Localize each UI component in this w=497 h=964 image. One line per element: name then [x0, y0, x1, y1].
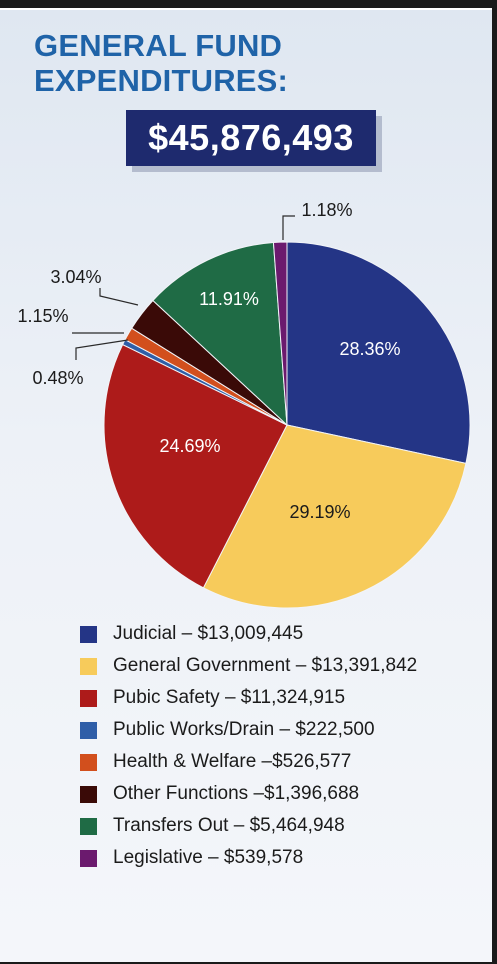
legend-label: Judicial – $13,009,445: [113, 623, 304, 644]
pie-chart: 28.36% 29.19% 24.69% 0.48% 1.15% 3.04% 11.91% 1…: [17, 200, 471, 609]
legend-item: Transfers Out – $5,464,948: [80, 810, 490, 842]
legend-label: Health & Welfare –$526,577: [113, 751, 352, 772]
pie-slice-pubic-safety: [103, 343, 288, 589]
legend: Judicial – $13,009,445 General Government…: [80, 618, 490, 874]
legend-item: Pubic Safety – $11,324,915: [80, 682, 490, 714]
legend-item: General Government – $13,391,842: [80, 650, 490, 682]
leader-line-other-functions: [99, 288, 139, 306]
legend-swatch: [80, 721, 97, 739]
legend-label: Other Functions –$1,396,688: [113, 783, 360, 804]
legend-swatch: [80, 657, 97, 675]
legend-swatch: [80, 689, 97, 707]
legend-item: Legislative – $539,578: [80, 842, 490, 874]
legend-label: General Government – $13,391,842: [113, 655, 418, 676]
legend-swatch: [80, 817, 97, 835]
total-amount-box: $45,876,493: [126, 110, 376, 166]
pie-slice-judicial: [286, 241, 471, 464]
pie-label-judicial: 28.36%: [339, 339, 400, 359]
total-amount: $45,876,493: [148, 117, 354, 158]
legend-item: Other Functions –$1,396,688: [80, 778, 490, 810]
leader-line-public-works-drain: [75, 339, 129, 360]
legend-swatch: [80, 625, 97, 643]
pie-slice-general-government: [202, 424, 467, 609]
legend-label: Transfers Out – $5,464,948: [113, 815, 345, 836]
pie-label-other-functions: 3.04%: [50, 267, 101, 287]
title-line-1: GENERAL FUND: [34, 28, 283, 63]
pie-label-pubic-safety: 24.69%: [159, 436, 220, 456]
title-line-2: EXPENDITURES:: [34, 63, 289, 98]
legend-swatch: [80, 753, 97, 771]
pie-label-public-works-drain: 0.48%: [32, 368, 83, 388]
pie-slice-transfers-out: [152, 241, 288, 427]
pie-label-general-government: 29.19%: [289, 502, 350, 522]
legend-item: Judicial – $13,009,445: [80, 618, 490, 650]
chart-title: GENERAL FUND EXPENDITURES:: [34, 28, 288, 98]
pie-label-transfers-out: 11.91%: [199, 289, 259, 309]
leader-line-legislative: [282, 215, 295, 240]
pie-slice-legislative: [272, 241, 288, 426]
legend-item: Health & Welfare –$526,577: [80, 746, 490, 778]
pie-label-health-welfare: 1.15%: [17, 306, 68, 326]
legend-swatch: [80, 785, 97, 803]
legend-label: Public Works/Drain – $222,500: [113, 719, 375, 740]
legend-label: Pubic Safety – $11,324,915: [113, 687, 346, 708]
legend-item: Public Works/Drain – $222,500: [80, 714, 490, 746]
pie-label-legislative: 1.18%: [301, 200, 352, 220]
legend-label: Legislative – $539,578: [113, 847, 304, 868]
legend-swatch: [80, 849, 97, 867]
